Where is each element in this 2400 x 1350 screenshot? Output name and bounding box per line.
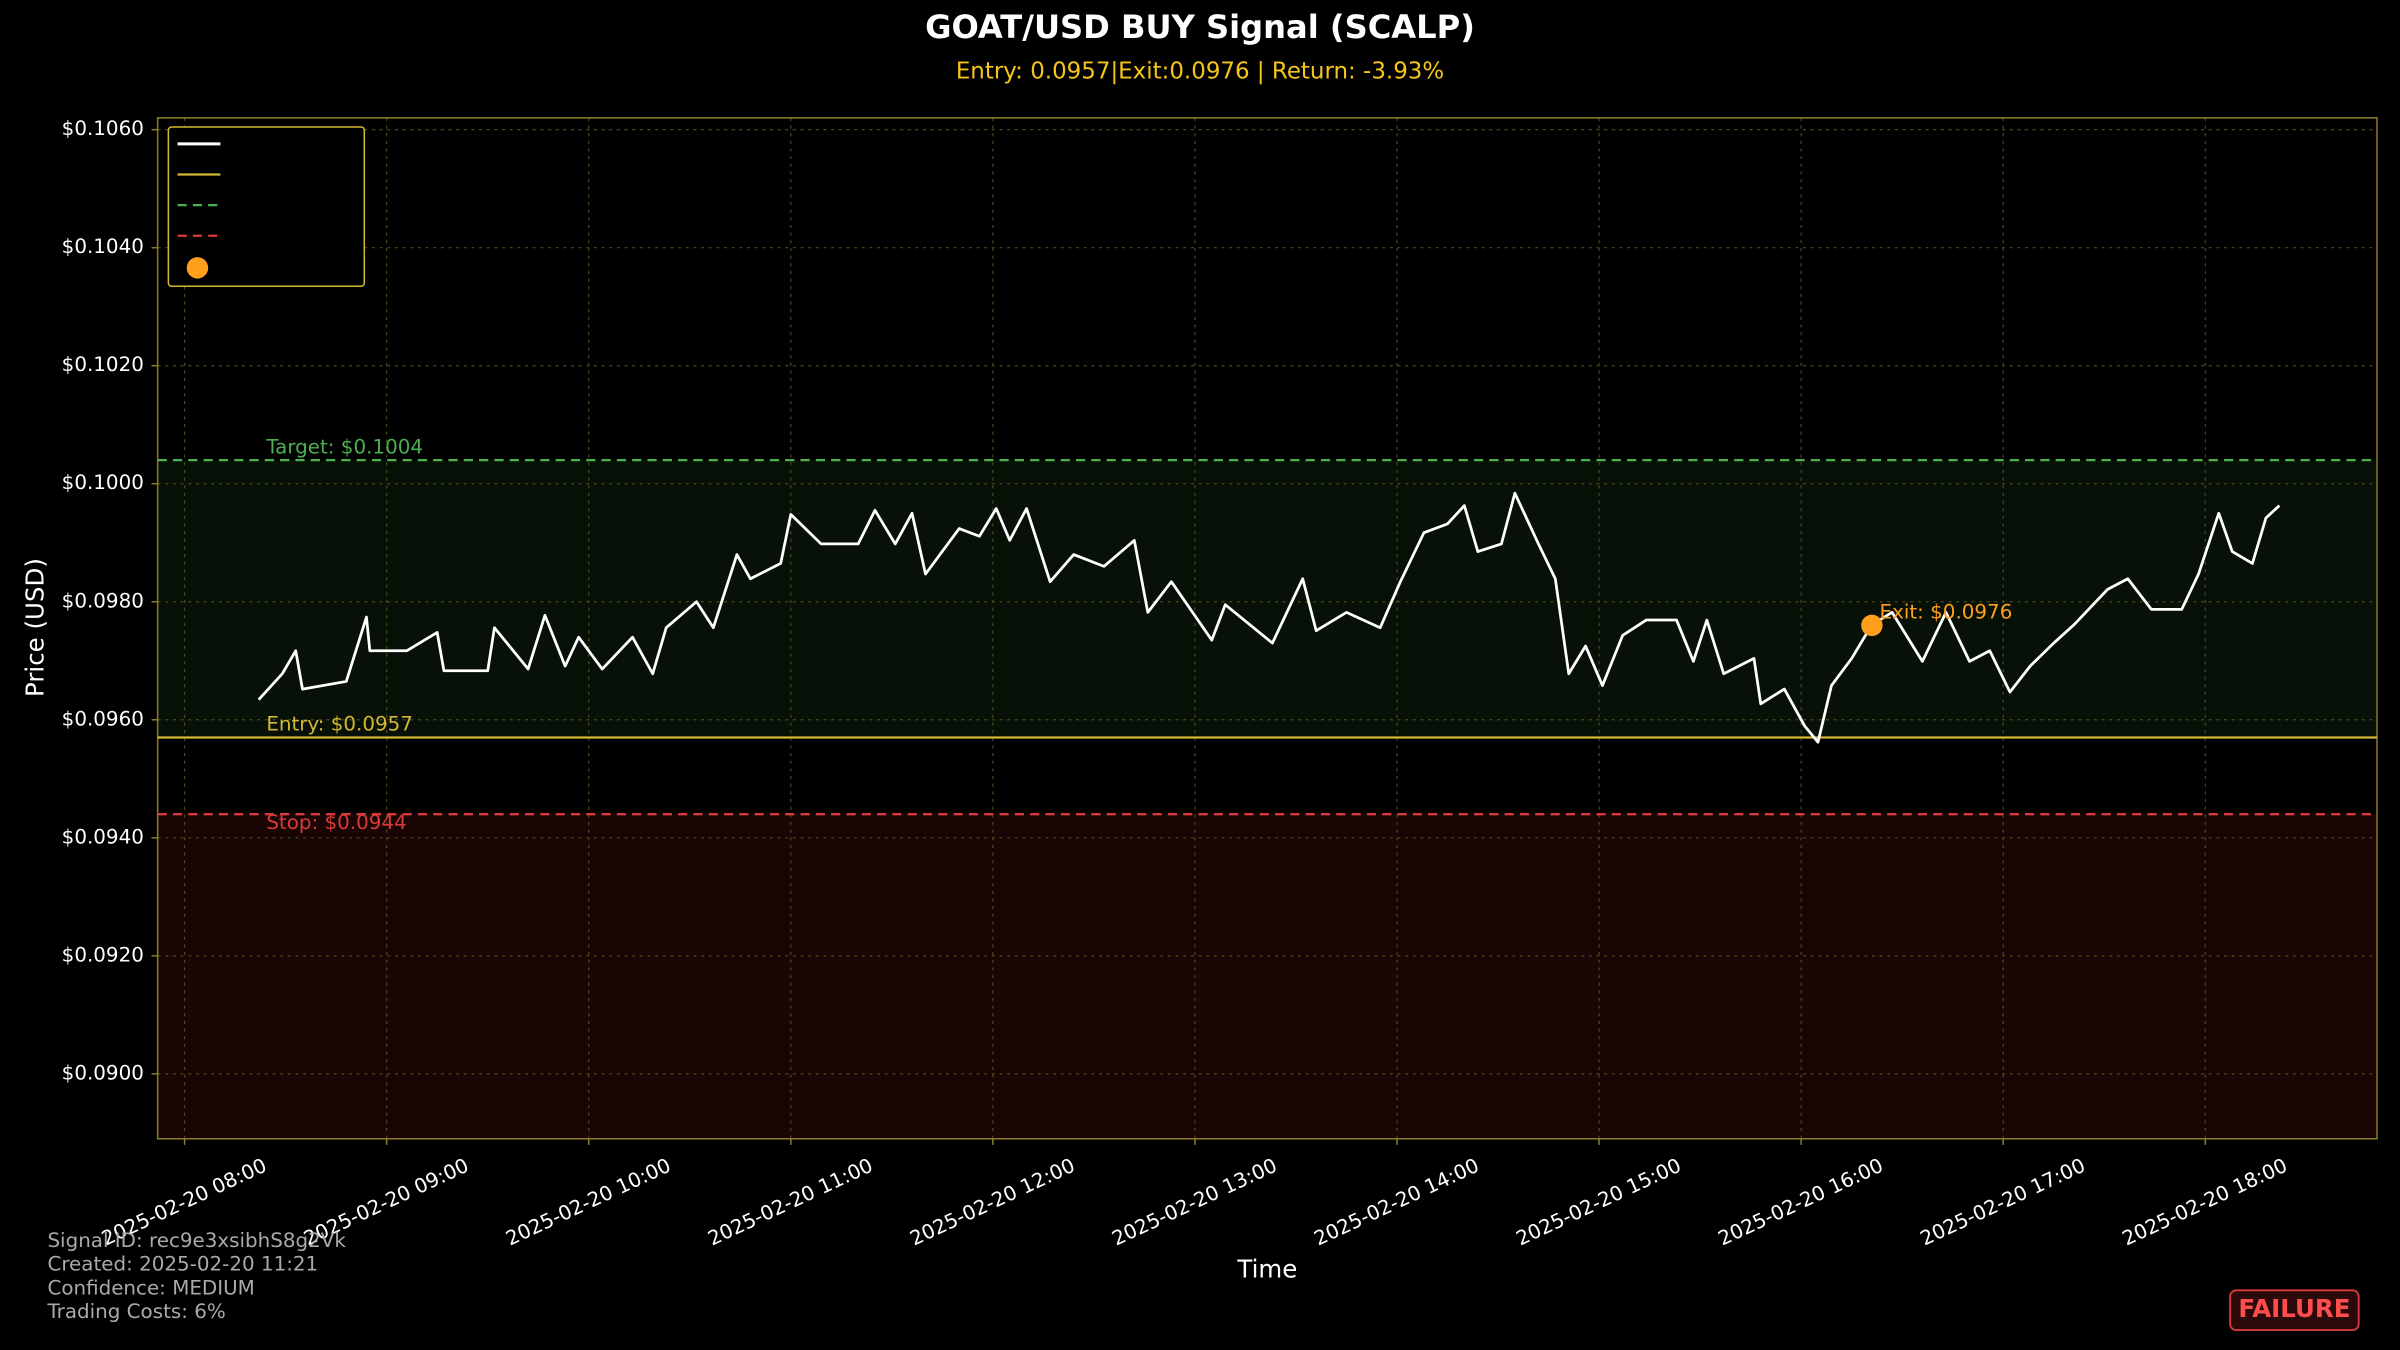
y-tick-label: $0.1020 [62, 353, 144, 376]
y-tick-label: $0.1040 [62, 235, 144, 258]
plot-frame [156, 117, 2378, 1140]
level-label: Entry: $0.0957 [266, 713, 413, 736]
footer-line: Created: 2025-02-20 11:21 [47, 1253, 318, 1276]
status-text: FAILURE [2238, 1294, 2350, 1323]
chart-subtitle: Entry: 0.0957|Exit:0.0976 | Return: -3.9… [956, 58, 1444, 84]
footer-line: Signal ID: rec9e3xsibhS8g2Vk [47, 1229, 346, 1252]
y-tick-label: $0.1000 [62, 471, 144, 494]
y-tick-label: $0.1060 [62, 117, 144, 140]
exit-point [1861, 614, 1883, 637]
loss-zone [157, 814, 2378, 1139]
y-tick-label: $0.0920 [62, 943, 144, 966]
status-badge [2229, 1289, 2360, 1332]
y-tick-label: $0.0960 [62, 707, 144, 730]
footer-line: Trading Costs: 6% [46, 1300, 225, 1323]
legend-box [167, 126, 366, 287]
y-tick-label: $0.0980 [62, 589, 144, 612]
price-line [257, 491, 2281, 744]
x-axis-label: Time [1236, 1254, 1297, 1283]
y-tick-label: $0.0900 [62, 1061, 144, 1084]
level-label: Stop: $0.0944 [266, 811, 406, 834]
exit-label: Exit: $0.0976 [1880, 601, 2013, 624]
footer-line: Confidence: MEDIUM [47, 1276, 254, 1299]
y-tick-label: $0.0940 [62, 825, 144, 848]
chart-title: GOAT/USD BUY Signal (SCALP) [925, 8, 1475, 46]
y-axis-label: Price (USD) [21, 558, 50, 697]
profit-zone [157, 460, 2378, 738]
legend-swatch [186, 257, 209, 279]
level-label: Target: $0.1004 [265, 435, 423, 458]
